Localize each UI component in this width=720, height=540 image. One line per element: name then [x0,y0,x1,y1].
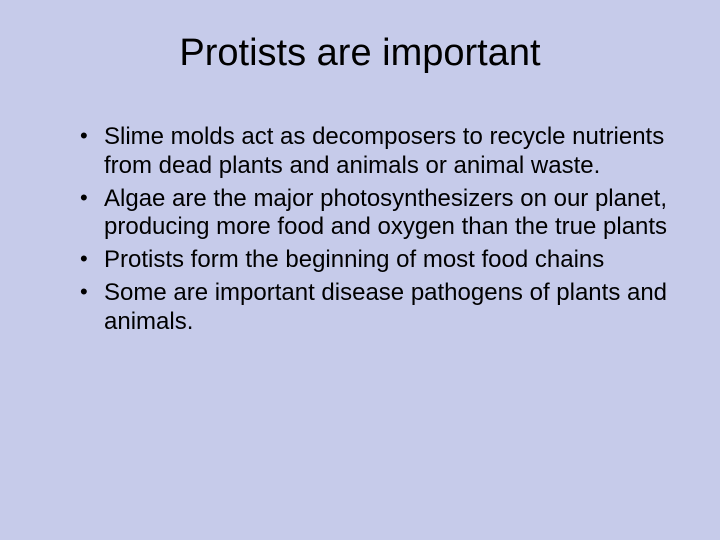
bullet-list: Slime molds act as decomposers to recycl… [48,123,672,337]
list-item: Protists form the beginning of most food… [80,246,672,275]
list-item: Slime molds act as decomposers to recycl… [80,123,672,181]
list-item: Some are important disease pathogens of … [80,279,672,337]
list-item: Algae are the major photosynthesizers on… [80,185,672,243]
slide-container: Protists are important Slime molds act a… [0,0,720,540]
slide-title: Protists are important [48,32,672,75]
